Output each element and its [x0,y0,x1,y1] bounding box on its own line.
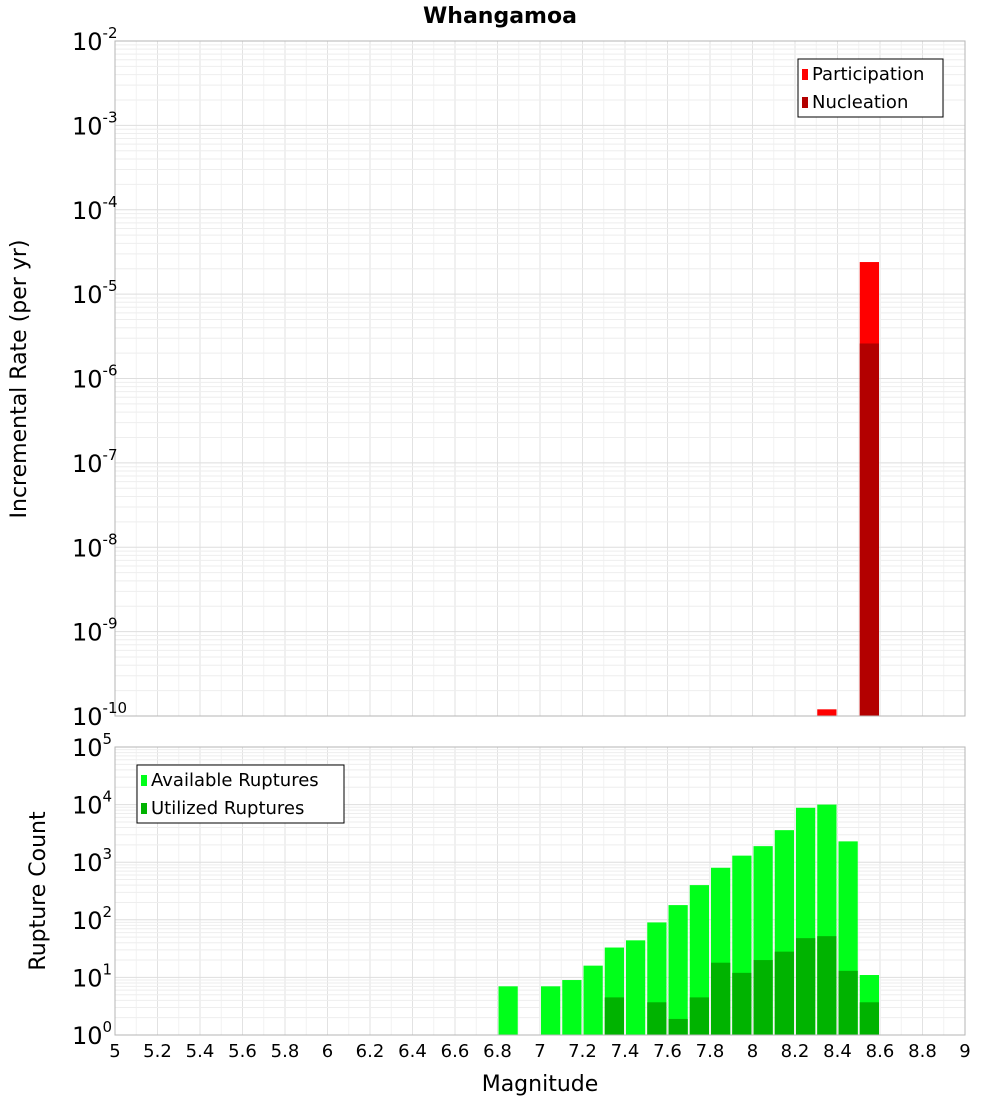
x-tick-label: 7.2 [568,1041,597,1062]
x-tick-label: 5.6 [228,1041,257,1062]
x-tick-label: 6.8 [483,1041,512,1062]
bar-utilized-ruptures [859,1002,879,1035]
y-tick-label: 10-10 [72,699,127,731]
bar-nucleation [859,343,879,716]
bar-available-ruptures [626,940,646,1035]
legend-label: Participation [812,64,924,85]
legend-box [797,58,944,118]
y-tick-label: 101 [72,960,112,992]
bar-utilized-ruptures [647,1002,667,1035]
legend-swatch [141,803,147,814]
bar-utilized-ruptures [732,972,752,1035]
y-tick-label: 104 [72,788,112,820]
plot-frame [114,40,966,717]
bar-utilized-ruptures [796,938,816,1035]
legend-label: Nucleation [812,92,908,113]
x-tick-label: 7.6 [653,1041,682,1062]
chart-title: Whangamoa [423,4,577,29]
legend-swatch [802,69,808,80]
legend-swatch [141,775,147,786]
legend-label: Utilized Ruptures [151,798,304,819]
y-tick-label: 10-4 [72,193,118,225]
x-tick-label: 8.4 [823,1041,852,1062]
x-tick-label: 7.8 [696,1041,725,1062]
bottom-y-axis-label: Rupture Count [26,811,51,971]
y-tick-label: 103 [72,845,112,877]
x-tick-label: 7 [534,1041,545,1062]
bar-available-ruptures [498,986,518,1035]
y-tick-label: 105 [72,730,112,762]
top-y-axis-label: Incremental Rate (per yr) [7,240,32,519]
x-tick-label: 6.4 [398,1041,427,1062]
y-tick-label: 10-3 [72,108,118,140]
x-tick-label: 5.2 [143,1041,172,1062]
x-tick-label: 8 [747,1041,758,1062]
bar-utilized-ruptures [689,997,709,1035]
plot-frame [114,746,966,1036]
y-tick-label: 100 [72,1018,112,1050]
x-tick-label: 8.2 [781,1041,810,1062]
legend: Participation Nucleation [797,58,944,118]
legend-box [136,764,345,824]
rate-panel: 10-10 10-9 10-8 10-7 10-6 10-5 10-4 10-3 10-2 Par… [72,24,966,731]
x-tick-label: 8.8 [908,1041,937,1062]
bar-available-ruptures [541,986,561,1035]
y-tick-label: 10-5 [72,277,118,309]
y-tick-label: 102 [72,903,112,935]
rupture-count-panel: 100 101 102 103 104 105 5 5.2 5.4 5.6 5.8 6 6.2 6.4 6.… [72,730,971,1062]
x-tick-label: 6 [322,1041,333,1062]
bar-utilized-ruptures [774,951,794,1035]
x-tick-label: 9 [959,1041,970,1062]
bar-utilized-ruptures [668,1018,688,1035]
y-tick-label: 10-7 [72,446,118,478]
bar-utilized-ruptures [753,960,773,1035]
x-tick-label: 5.4 [186,1041,215,1062]
bar-participation [817,709,837,716]
bar-utilized-ruptures [838,970,858,1035]
x-tick-label: 5 [109,1041,120,1062]
legend-swatch [802,97,808,108]
bar-utilized-ruptures [711,962,731,1035]
y-tick-label: 10-6 [72,362,118,394]
bar-available-ruptures [668,905,688,1035]
x-tick-label: 5.8 [271,1041,300,1062]
y-tick-label: 10-9 [72,615,118,647]
x-tick-label: 6.2 [356,1041,385,1062]
x-tick-label: 6.6 [441,1041,470,1062]
bar-utilized-ruptures [604,997,624,1035]
bar-utilized-ruptures [817,936,837,1035]
legend: Available Ruptures Utilized Ruptures [136,764,345,824]
bar-available-ruptures [562,980,582,1035]
x-axis-label: Magnitude [482,1072,599,1097]
bar-available-ruptures [583,965,603,1035]
y-tick-label: 10-8 [72,530,118,562]
y-tick-label: 10-2 [72,24,118,56]
x-tick-label: 8.6 [866,1041,895,1062]
x-tick-label: 7.4 [611,1041,640,1062]
legend-label: Available Ruptures [151,770,319,791]
